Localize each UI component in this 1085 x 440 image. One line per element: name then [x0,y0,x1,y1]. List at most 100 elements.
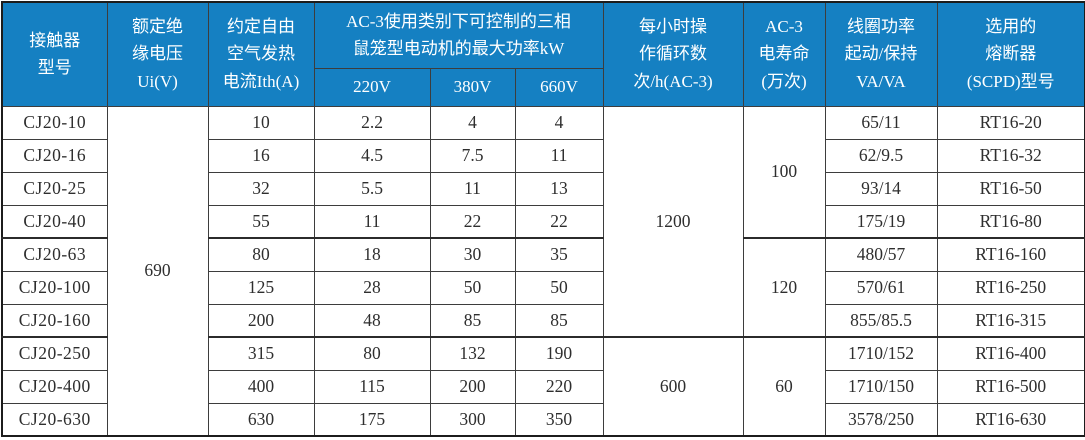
cell-thermal-current: 125 [207,270,315,305]
cell-life-merged: 120 [742,237,826,338]
cell-kw-660v: 50 [514,270,604,305]
col-header-insulation-voltage: 额定绝 缘电压 Ui(V) [106,1,209,107]
cell-kw-380v: 50 [429,270,516,305]
cell-thermal-current: 400 [207,369,315,404]
col-header-660v: 660V [514,67,604,107]
cell-kw-220v: 28 [313,270,431,305]
cell-kw-220v: 175 [313,402,431,437]
cell-fuse-type: RT16-20 [936,105,1085,140]
header-line: 熔断器 [985,44,1037,64]
header-line: Ui(V) [137,72,178,92]
cell-coil-power: 570/61 [824,270,938,305]
cell-thermal-current: 10 [207,105,315,140]
cell-fuse-type: RT16-160 [936,237,1085,272]
cell-life-merged: 100 [742,105,826,239]
header-line: AC-3使用类别下可控制的三相 [346,11,571,31]
cell-thermal-current: 630 [207,402,315,437]
col-header-cycles-per-hour: 每小时操 作循环数 次/h(AC-3) [602,1,744,107]
header-row-top: 接触器 型号 额定绝 缘电压 Ui(V) 约定自由 空气发热 电流Ith(A) … [1,1,1085,107]
header-line: 额定绝 [132,16,183,36]
cell-coil-power: 855/85.5 [824,303,938,338]
header-line: VA/VA [856,72,906,92]
cell-model: CJ20-100 [1,270,108,305]
cell-kw-660v: 190 [514,336,604,371]
cell-model: CJ20-40 [1,204,108,239]
cell-fuse-type: RT16-630 [936,402,1085,437]
cell-model: CJ20-400 [1,369,108,404]
cell-coil-power: 65/11 [824,105,938,140]
cell-kw-380v: 11 [429,171,516,206]
cell-kw-660v: 4 [514,105,604,140]
cell-coil-power: 93/14 [824,171,938,206]
header-row-voltages: 220V 380V 660V [2,67,1085,107]
cell-kw-220v: 5.5 [313,171,431,206]
header-line: 电流Ith(A) [222,72,300,92]
cell-model: CJ20-630 [1,402,108,437]
cell-kw-660v: 22 [514,204,604,239]
header-line: 约定自由 [227,16,295,36]
cell-kw-380v: 4 [429,105,516,140]
cell-kw-220v: 18 [313,237,431,272]
cell-coil-power: 62/9.5 [824,138,938,173]
table-header: 接触器 型号 额定绝 缘电压 Ui(V) 约定自由 空气发热 电流Ith(A) … [1,1,1085,107]
cell-model: CJ20-160 [1,303,108,338]
header-line: 接触器 [29,30,81,50]
col-header-electrical-life: AC-3 电寿命 (万次) [742,1,826,107]
table-row: CJ20-100 125 28 50 50 570/61 RT16-250 [1,270,1085,305]
table-row: CJ20-40 55 11 22 22 175/19 RT16-80 [1,204,1085,239]
cell-kw-220v: 115 [313,369,431,404]
cell-life-merged: 60 [742,336,826,437]
cell-kw-380v: 132 [429,336,516,371]
cell-fuse-type: RT16-400 [936,336,1085,371]
cell-coil-power: 480/57 [824,237,938,272]
cell-kw-660v: 85 [514,303,604,338]
table-row: CJ20-630 630 175 300 350 3578/250 RT16-6… [1,402,1085,437]
header-line: (万次) [761,72,807,92]
col-header-coil-power: 线圈功率 起动/保持 VA/VA [824,1,938,107]
table-row: CJ20-63 80 18 30 35 120 480/57 RT16-160 [1,237,1085,338]
cell-kw-220v: 48 [313,303,431,338]
table-row: CJ20-25 32 5.5 11 13 93/14 RT16-50 [1,171,1085,206]
cell-coil-power: 175/19 [824,204,938,239]
cell-fuse-type: RT16-250 [936,270,1085,305]
cell-insulation-voltage-merged: 690 [106,105,209,437]
cell-kw-660v: 350 [514,402,604,437]
table-row: CJ20-16 16 4.5 7.5 11 62/9.5 RT16-32 [1,138,1085,173]
cell-kw-380v: 200 [429,369,516,404]
cell-kw-220v: 80 [313,336,431,371]
cell-thermal-current: 55 [207,204,315,239]
col-header-model: 接触器 型号 [1,1,108,107]
cell-thermal-current: 200 [207,303,315,338]
cell-fuse-type: RT16-500 [936,369,1085,404]
col-header-220v: 220V [313,67,431,107]
cell-thermal-current: 32 [207,171,315,206]
cell-kw-380v: 85 [429,303,516,338]
header-line: 电寿命 [758,44,810,64]
cell-model: CJ20-10 [1,105,108,140]
header-line: 空气发热 [227,44,295,64]
table-row: CJ20-160 200 48 85 85 855/85.5 RT16-315 [1,303,1085,338]
cell-thermal-current: 16 [207,138,315,173]
cell-kw-660v: 11 [514,138,604,173]
header-line: (SCPD)型号 [966,72,1055,92]
cell-thermal-current: 315 [207,336,315,371]
header-line: AC-3 [765,16,803,36]
cell-model: CJ20-16 [1,138,108,173]
cell-fuse-type: RT16-50 [936,171,1085,206]
header-line: 起动/保持 [844,44,918,64]
cell-model: CJ20-25 [1,171,108,206]
header-line: 鼠笼型电动机的最大功率kW [352,39,565,59]
col-header-fuse-type: 选用的 熔断器 (SCPD)型号 [936,1,1085,107]
cell-kw-380v: 22 [429,204,516,239]
cell-model: CJ20-250 [1,336,108,371]
cell-fuse-type: RT16-80 [936,204,1085,239]
cell-coil-power: 3578/250 [824,402,938,437]
cell-coil-power: 1710/150 [824,369,938,404]
col-header-380v: 380V [429,67,516,107]
cell-fuse-type: RT16-315 [936,303,1085,338]
cell-kw-380v: 30 [429,237,516,272]
table-row: CJ20-400 400 115 200 220 1710/150 RT16-5… [1,369,1085,404]
cell-kw-660v: 13 [514,171,604,206]
table-row: CJ20-10 690 10 2.2 4 4 1200 100 65/11 RT… [1,105,1085,437]
header-line: 作循环数 [639,44,707,64]
